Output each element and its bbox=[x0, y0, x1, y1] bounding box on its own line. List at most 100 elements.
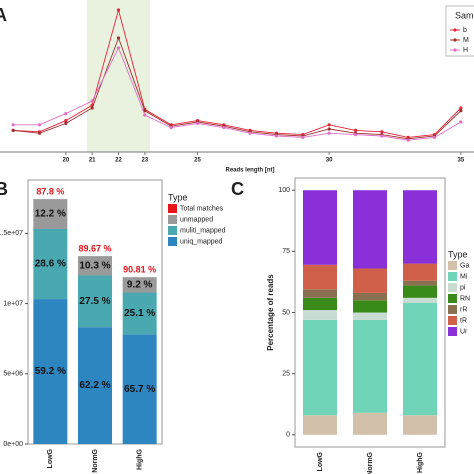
x-tick-label: 30 bbox=[326, 158, 333, 164]
bar-segment bbox=[303, 319, 337, 416]
legend-swatch bbox=[168, 226, 177, 235]
bar-segment bbox=[353, 412, 387, 435]
legend-label: H bbox=[463, 47, 468, 54]
bar-segment bbox=[303, 264, 337, 290]
series-line bbox=[13, 46, 462, 141]
legend-label: Ga bbox=[460, 262, 469, 269]
point bbox=[64, 112, 68, 116]
point bbox=[248, 131, 252, 135]
legend-swatch bbox=[448, 272, 457, 281]
bar-segment bbox=[353, 300, 387, 313]
legend-label: Total matches bbox=[180, 205, 224, 212]
legend-title: Sam bbox=[455, 10, 474, 20]
legend-swatch bbox=[168, 237, 177, 246]
point bbox=[222, 126, 226, 130]
bar-segment bbox=[353, 268, 387, 293]
legend-label: M bbox=[463, 37, 469, 44]
segment-label: 12.2 % bbox=[35, 209, 66, 220]
x-tick-label: HighG bbox=[137, 448, 144, 470]
bar-segment bbox=[403, 302, 437, 416]
point bbox=[432, 135, 437, 139]
bar-segment bbox=[33, 299, 68, 444]
point bbox=[143, 113, 147, 117]
bar-segment bbox=[353, 319, 387, 413]
x-tick-label: LowG bbox=[47, 448, 54, 468]
point bbox=[116, 8, 121, 12]
point bbox=[327, 123, 331, 127]
x-tick-label: NormG bbox=[92, 448, 99, 472]
segment-label: 9.2 % bbox=[127, 279, 153, 290]
legend-dot bbox=[453, 28, 457, 32]
point bbox=[406, 138, 410, 142]
bar-segment bbox=[303, 310, 337, 320]
x-tick-label: 23 bbox=[141, 158, 148, 164]
bar-segment bbox=[122, 292, 157, 335]
y-tick-label: 0e+00 bbox=[3, 441, 23, 448]
legend-dot bbox=[453, 48, 457, 52]
legend-label: uniq_mapped bbox=[180, 238, 223, 245]
legend-label: pi bbox=[460, 284, 466, 291]
x-tick-label: 21 bbox=[89, 158, 96, 164]
legend-label: Mi bbox=[460, 273, 468, 280]
y-tick-label: 1e+07 bbox=[3, 300, 23, 307]
bar-segment bbox=[33, 199, 68, 230]
legend-dot bbox=[453, 38, 457, 42]
bar-segment bbox=[403, 415, 437, 435]
legend-label: muliti_mapped bbox=[180, 227, 226, 234]
point bbox=[353, 133, 358, 137]
legend-label: rR bbox=[460, 306, 467, 313]
point bbox=[37, 131, 42, 135]
x-tick-label: HighG bbox=[417, 451, 424, 473]
x-tick-label: 35 bbox=[457, 158, 464, 164]
total-label: 90.81 % bbox=[123, 265, 156, 275]
legend-label: b bbox=[463, 27, 467, 34]
legend-swatch bbox=[448, 261, 457, 270]
segment-label: 59.2 % bbox=[35, 366, 66, 377]
legend-swatch bbox=[168, 215, 177, 224]
y-tick-label: 5e+06 bbox=[3, 371, 23, 378]
point bbox=[116, 46, 121, 50]
y-tick-label: 1.5e+07 bbox=[0, 230, 23, 237]
point bbox=[11, 123, 15, 127]
point bbox=[195, 121, 200, 125]
segment-label: 10.3 % bbox=[79, 260, 110, 271]
series-line bbox=[13, 36, 462, 140]
segment-label: 28.6 % bbox=[35, 259, 66, 270]
legend-swatch bbox=[168, 204, 177, 213]
bar-segment bbox=[122, 277, 157, 293]
point bbox=[64, 119, 68, 123]
bar-segment bbox=[353, 292, 387, 301]
point bbox=[116, 36, 121, 40]
bar-segment bbox=[403, 297, 437, 303]
legend-swatch bbox=[448, 283, 457, 292]
y-tick-label: 25 bbox=[282, 370, 290, 377]
point bbox=[90, 106, 94, 110]
y-tick-label: 50 bbox=[282, 309, 290, 316]
series-line bbox=[13, 8, 462, 138]
bar-segment bbox=[33, 229, 68, 300]
y-tick-label: 75 bbox=[282, 248, 290, 255]
segment-label: 65.7 % bbox=[124, 384, 155, 395]
point bbox=[11, 128, 15, 132]
segment-label: 62.2 % bbox=[79, 380, 110, 391]
x-tick-label: 22 bbox=[115, 158, 122, 164]
bar-segment bbox=[303, 415, 337, 435]
point bbox=[380, 134, 384, 138]
point bbox=[37, 123, 42, 127]
panel-letter: A bbox=[0, 5, 7, 25]
bar-segment bbox=[78, 256, 112, 276]
legend-label: unmapped bbox=[180, 216, 213, 223]
legend-label: Ur bbox=[460, 328, 468, 335]
point bbox=[90, 99, 94, 103]
bar-segment bbox=[78, 327, 112, 444]
point bbox=[459, 120, 463, 124]
panel-letter: B bbox=[0, 179, 8, 199]
bar-segment bbox=[303, 297, 337, 311]
legend-box bbox=[445, 5, 474, 57]
legend-label: RN bbox=[460, 295, 470, 302]
legend-swatch bbox=[448, 294, 457, 303]
point bbox=[301, 135, 305, 139]
legend-label: tR bbox=[460, 317, 467, 324]
x-tick-label: 25 bbox=[194, 158, 201, 164]
